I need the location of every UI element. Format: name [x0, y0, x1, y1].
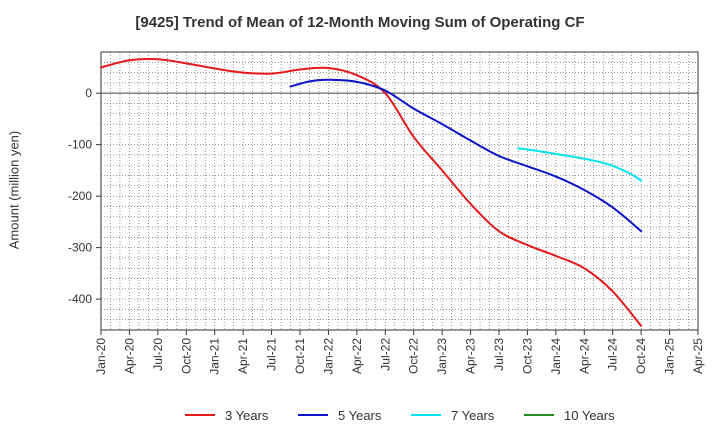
x-tick-label: Apr-24	[577, 338, 591, 374]
chart-title: [9425] Trend of Mean of 12-Month Moving …	[135, 14, 585, 31]
legend-item-7-years: 7 Years	[411, 406, 494, 424]
x-tick-label: Jul-24	[606, 338, 620, 371]
series-line-7-years	[516, 147, 643, 182]
x-tick-label: Oct-24	[634, 338, 648, 374]
x-tick-label: Oct-21	[293, 338, 307, 374]
legend-item-3-years: 3 Years	[185, 406, 268, 424]
legend-item-10-years: 10 Years	[524, 406, 615, 424]
y-tick-label: -200	[68, 189, 92, 203]
x-tick-label: Oct-23	[520, 338, 534, 374]
legend-swatch	[185, 414, 215, 416]
x-tick-label: Apr-25	[691, 338, 705, 374]
legend: 3 Years 5 Years 7 Years 10 Years	[0, 406, 720, 426]
y-tick-label: -400	[68, 292, 92, 306]
plot-frame	[100, 51, 699, 331]
legend-swatch	[298, 414, 328, 416]
legend-item-5-years: 5 Years	[298, 406, 381, 424]
legend-swatch	[411, 414, 441, 416]
x-tick-label: Oct-22	[407, 338, 421, 374]
legend-label: 5 Years	[338, 407, 382, 423]
x-tick-label: Apr-20	[122, 338, 136, 374]
y-tick-label: 0	[85, 86, 92, 100]
x-tick-label: Jul-23	[492, 338, 506, 371]
x-tick-label: Jan-20	[94, 338, 108, 375]
x-tick-label: Jul-22	[378, 338, 392, 371]
x-tick-label: Jan-22	[321, 338, 335, 375]
legend-swatch	[524, 414, 554, 416]
series-line-3-years	[100, 57, 643, 327]
legend-label: 10 Years	[564, 407, 615, 423]
x-tick-label: Jan-21	[208, 338, 222, 375]
x-tick-label: Apr-23	[464, 338, 478, 374]
x-tick-label: Apr-22	[350, 338, 364, 374]
x-tick-label: Jul-20	[151, 338, 165, 371]
y-tick-label: -300	[68, 241, 92, 255]
x-tick-label: Jan-25	[663, 338, 677, 375]
legend-label: 7 Years	[451, 407, 495, 423]
x-tick-label: Jul-21	[265, 338, 279, 371]
x-tick-label: Jan-24	[549, 338, 563, 375]
x-tick-label: Jan-23	[435, 338, 449, 375]
legend-label: 3 Years	[225, 407, 269, 423]
x-tick-label: Oct-20	[179, 338, 193, 374]
x-tick-label: Apr-21	[236, 338, 250, 374]
y-tick-label: -100	[68, 138, 92, 152]
series-line-5-years	[289, 78, 643, 233]
